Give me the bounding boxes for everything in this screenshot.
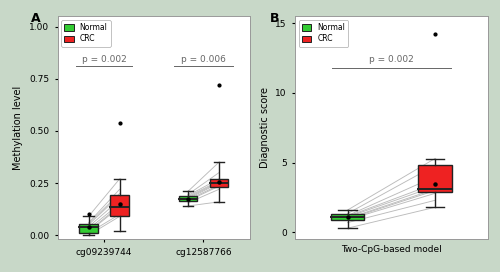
Bar (79, 224, 98, 233)
Legend: Normal, CRC: Normal, CRC (62, 20, 110, 47)
Y-axis label: Diagnostic score: Diagnostic score (260, 87, 270, 168)
Text: p = 0.002: p = 0.002 (82, 55, 126, 64)
Bar (110, 194, 129, 217)
Text: B: B (270, 12, 280, 25)
Bar (178, 196, 197, 201)
Bar (331, 214, 364, 220)
Bar (210, 179, 229, 187)
Text: p = 0.006: p = 0.006 (181, 55, 226, 64)
Text: A: A (30, 12, 40, 25)
X-axis label: Two-CpG-based model: Two-CpG-based model (341, 245, 442, 254)
Legend: Normal, CRC: Normal, CRC (299, 20, 348, 47)
Y-axis label: Methylation level: Methylation level (14, 86, 24, 170)
Bar (418, 165, 452, 192)
Text: p = 0.002: p = 0.002 (369, 55, 414, 64)
